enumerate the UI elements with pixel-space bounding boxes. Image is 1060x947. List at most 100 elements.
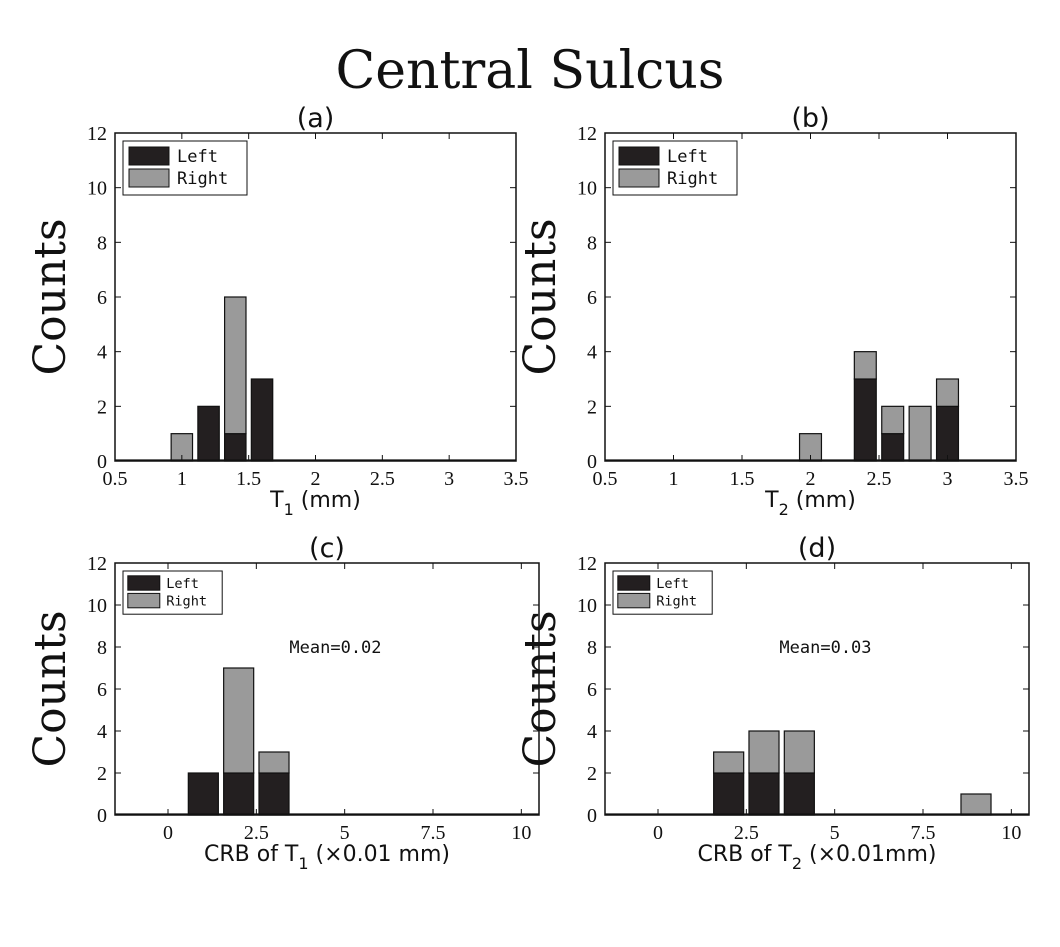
chart-c-bar-right-2 <box>258 751 290 774</box>
chart-b-xtick-label-5: 3 <box>943 468 953 490</box>
chart-c-legend-label-left: Left <box>166 576 199 592</box>
chart-d-xtick-label-3: 7.5 <box>911 822 936 844</box>
chart-a-legend-swatch-left <box>128 146 170 166</box>
chart-a-ytick-label-3: 6 <box>97 287 107 309</box>
chart-b-legend-swatch-left <box>618 146 660 166</box>
chart-c: 0 2 4 6 8 10 12 0 2.5 5 7.5 10 (c) Counts CRB of T1 (×… <box>25 533 540 873</box>
chart-c-ytick-label-5: 10 <box>87 595 107 617</box>
chart-d: 0 2 4 6 8 10 12 0 2.5 5 7.5 10 (d) Counts CRB of T2 (×… <box>515 533 1030 873</box>
chart-b-title: (b) <box>791 103 829 134</box>
chart-d-bar-left-2 <box>783 772 815 816</box>
chart-a-xlabel: T1 (mm) <box>269 488 361 519</box>
chart-c-bars <box>187 667 290 816</box>
chart-b-bar-left-4 <box>935 405 960 462</box>
chart-d-ylabel: Counts <box>515 610 566 767</box>
chart-c-title: (c) <box>309 533 345 564</box>
chart-b-xtick-label-1: 1 <box>669 468 679 490</box>
chart-a-legend-swatch-right <box>128 168 170 188</box>
chart-a-xtick-label-0: 0.5 <box>103 468 128 490</box>
chart-b-xtick-label-2: 1.5 <box>730 468 755 490</box>
chart-a-legend-label-right: Right <box>177 169 228 189</box>
chart-c-ylabel: Counts <box>25 610 76 767</box>
chart-b-bar-right-2 <box>881 405 905 435</box>
chart-c-xlabel: CRB of T1 (×0.01 mm) <box>204 842 450 873</box>
chart-d-bar-right-1 <box>748 730 780 774</box>
chart-d-mean-annotation: Mean=0.03 <box>779 638 871 658</box>
chart-b-ylabel: Counts <box>515 218 566 375</box>
chart-c-ytick-label-1: 2 <box>97 763 107 785</box>
chart-d-xlabel: CRB of T2 (×0.01mm) <box>697 842 936 873</box>
chart-d-bars <box>713 730 992 816</box>
chart-a-ytick-label-1: 2 <box>97 396 107 418</box>
chart-d-ytick-label-6: 12 <box>577 553 597 575</box>
chart-a-bar-left-2 <box>224 433 247 462</box>
chart-d-bar-right-2 <box>783 730 815 774</box>
chart-c-bar-right-1 <box>223 667 255 774</box>
chart-b-ytick-label-5: 10 <box>577 178 597 200</box>
chart-c-bar-left-2 <box>258 772 290 816</box>
chart-d-bar-left-0 <box>713 772 745 816</box>
chart-c-xtick-label-3: 7.5 <box>421 822 446 844</box>
chart-c-ytick-label-3: 6 <box>97 679 107 701</box>
chart-b-ytick-label-6: 12 <box>577 123 597 145</box>
chart-a-ytick-label-5: 10 <box>87 178 107 200</box>
chart-d-xtick-label-0: 0 <box>653 822 663 844</box>
chart-c-xtick-label-4: 10 <box>511 822 531 844</box>
chart-c-xtick-label-2: 5 <box>340 822 350 844</box>
chart-c-legend-swatch-right <box>127 592 161 609</box>
chart-a-xtick-label-2: 1.5 <box>236 468 261 490</box>
chart-a-xtick-label-1: 1 <box>177 468 187 490</box>
chart-a-title: (a) <box>297 103 335 134</box>
chart-b-bar-left-2 <box>881 433 905 462</box>
chart-a-bar-right-2 <box>224 296 247 435</box>
chart-a-bar-left-3 <box>250 378 274 462</box>
chart-c-legend-label-right: Right <box>166 593 207 609</box>
chart-c-bar-left-1 <box>223 772 255 816</box>
chart-b: 0 2 4 6 8 10 12 0.5 1 1.5 2 2.5 3 3.5 (b) Counts T2 (mm)… <box>515 103 1029 519</box>
chart-a: 0 2 4 6 8 10 12 0.5 1 1.5 2 2.5 3 3.5 (a) Counts T1 (mm)… <box>25 103 529 519</box>
chart-c-mean-annotation: Mean=0.02 <box>289 638 381 658</box>
chart-c-ytick-label-4: 8 <box>97 637 107 659</box>
chart-c-xtick-label-1: 2.5 <box>244 822 269 844</box>
chart-d-bar-right-0 <box>713 751 745 774</box>
chart-b-legend-label-left: Left <box>667 147 708 167</box>
chart-d-xtick-label-4: 10 <box>1001 822 1021 844</box>
chart-d-bar-right-3 <box>960 793 992 816</box>
chart-b-legend-label-right: Right <box>667 169 718 189</box>
chart-c-ytick-label-0: 0 <box>97 805 107 827</box>
chart-b-bar-right-3 <box>908 405 932 462</box>
chart-b-bar-left-1 <box>853 378 877 462</box>
chart-d-title: (d) <box>798 533 836 564</box>
chart-c-xtick-label-0: 0 <box>163 822 173 844</box>
chart-d-xtick-label-2: 5 <box>830 822 840 844</box>
chart-d-ytick-label-2: 4 <box>587 721 597 743</box>
chart-d-ytick-label-4: 8 <box>587 637 597 659</box>
chart-d-ytick-label-1: 2 <box>587 763 597 785</box>
chart-b-xtick-label-3: 2 <box>806 468 816 490</box>
chart-a-xtick-label-6: 3.5 <box>504 468 529 490</box>
chart-a-xtick-label-4: 2.5 <box>370 468 395 490</box>
chart-b-bar-right-1 <box>853 351 877 380</box>
chart-b-xtick-label-6: 3.5 <box>1004 468 1029 490</box>
chart-b-ytick-label-4: 8 <box>587 232 597 254</box>
chart-d-legend-swatch-left <box>617 575 651 591</box>
chart-d-legend-label-left: Left <box>656 576 689 592</box>
chart-c-ytick-label-2: 4 <box>97 721 107 743</box>
chart-b-xtick-label-4: 2.5 <box>867 468 892 490</box>
chart-b-xtick-label-0: 0.5 <box>593 468 618 490</box>
chart-d-ytick-label-5: 10 <box>577 595 597 617</box>
chart-a-ylabel: Counts <box>25 218 76 375</box>
chart-a-xtick-label-5: 3 <box>444 468 454 490</box>
chart-a-legend-label-left: Left <box>177 147 218 167</box>
chart-d-bar-left-1 <box>748 772 780 816</box>
chart-b-ytick-label-1: 2 <box>587 396 597 418</box>
chart-b-bar-right-4 <box>935 378 960 407</box>
chart-c-bar-left-0 <box>187 772 219 816</box>
chart-c-ytick-label-6: 12 <box>87 553 107 575</box>
chart-d-xtick-label-1: 2.5 <box>734 822 759 844</box>
